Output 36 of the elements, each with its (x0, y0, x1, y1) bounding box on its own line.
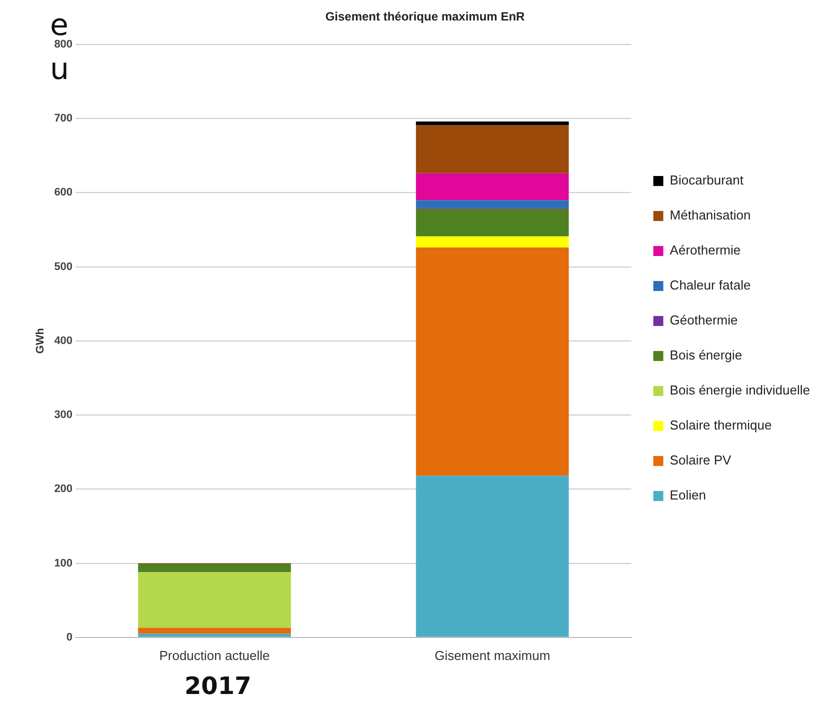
text: 2017 (184, 672, 252, 700)
y-tick-label: 100 (54, 557, 73, 570)
y-tick-label: 700 (54, 112, 73, 125)
legend-label: Méthanisation (670, 208, 751, 223)
bar (416, 236, 569, 248)
bar (416, 125, 569, 174)
legend-label: Chaleur fatale (670, 278, 751, 293)
y-axis-title: GWh (34, 328, 47, 354)
bar (138, 572, 291, 628)
bar (138, 628, 291, 634)
chart-title: Gisement théorique maximum EnR (325, 10, 526, 24)
y-tick-label: 300 (54, 409, 73, 422)
legend-label: Solaire thermique (670, 418, 772, 433)
bar (416, 173, 569, 200)
text: u (50, 52, 70, 87)
bar (416, 248, 569, 476)
bar (138, 634, 291, 637)
y-tick-label: 0 (66, 631, 73, 644)
y-tick-label: 200 (54, 483, 73, 496)
legend-label: Biocarburant (670, 172, 744, 188)
legend-label: Eolien (670, 488, 706, 503)
bar (416, 208, 569, 236)
legend-label: Bois énergie (670, 348, 742, 363)
bar (416, 121, 569, 126)
legend-label: Solaire PV (670, 452, 732, 468)
bar (416, 200, 569, 208)
legend-label: Bois énergie individuelle (670, 382, 810, 398)
legend-label: Aérothermie (670, 242, 741, 258)
bar (138, 564, 291, 572)
x-tick-label: Gisement maximum (434, 648, 550, 663)
legend-label: Géothermie (670, 312, 738, 328)
bar (416, 476, 569, 637)
y-tick-label: 500 (54, 260, 73, 273)
y-tick-label: 600 (54, 186, 73, 199)
x-tick-label: Production actuelle (159, 648, 270, 663)
y-tick-label: 400 (54, 334, 73, 347)
